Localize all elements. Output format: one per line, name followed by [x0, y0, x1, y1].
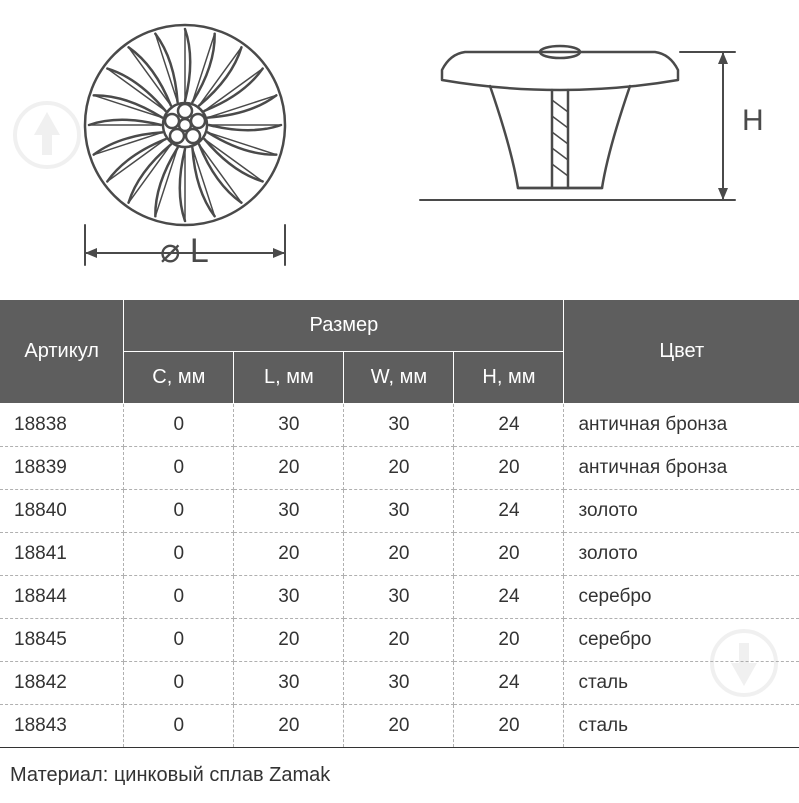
col-color: Цвет	[564, 300, 799, 404]
cell-article: 18841	[0, 533, 124, 576]
table-row: 188420303024сталь	[0, 662, 799, 705]
cell-h: 24	[454, 662, 564, 705]
cell-article: 18842	[0, 662, 124, 705]
table-row: 188390202020античная бронза	[0, 447, 799, 490]
cell-article: 18839	[0, 447, 124, 490]
col-h: H, мм	[454, 352, 564, 404]
cell-color: серебро	[564, 576, 799, 619]
col-w: W, мм	[344, 352, 454, 404]
col-size-group: Размер	[124, 300, 564, 352]
cell-w: 20	[344, 619, 454, 662]
cell-w: 20	[344, 447, 454, 490]
cell-w: 30	[344, 576, 454, 619]
cell-color: золото	[564, 490, 799, 533]
table-row: 188410202020золото	[0, 533, 799, 576]
col-l: L, мм	[234, 352, 344, 404]
cell-color: античная бронза	[564, 447, 799, 490]
cell-c: 0	[124, 705, 234, 748]
cell-l: 30	[234, 576, 344, 619]
svg-text:⌀ L: ⌀ L	[160, 232, 209, 270]
col-c: C, мм	[124, 352, 234, 404]
technical-drawing: ⌀ L	[0, 0, 799, 300]
cell-h: 20	[454, 705, 564, 748]
cell-c: 0	[124, 619, 234, 662]
cell-l: 30	[234, 490, 344, 533]
cell-w: 20	[344, 533, 454, 576]
cell-h: 24	[454, 576, 564, 619]
cell-h: 20	[454, 447, 564, 490]
table-body: 188380303024античная бронза188390202020а…	[0, 404, 799, 748]
cell-w: 20	[344, 705, 454, 748]
cell-l: 30	[234, 404, 344, 447]
table-row: 188400303024золото	[0, 490, 799, 533]
table-header: Артикул Размер Цвет C, мм L, мм W, мм H,…	[0, 300, 799, 404]
cell-color: сталь	[564, 662, 799, 705]
table-row: 188450202020серебро	[0, 619, 799, 662]
cell-color: серебро	[564, 619, 799, 662]
cell-l: 20	[234, 619, 344, 662]
table-row: 188440303024серебро	[0, 576, 799, 619]
cell-w: 30	[344, 662, 454, 705]
spec-table: Артикул Размер Цвет C, мм L, мм W, мм H,…	[0, 300, 799, 748]
col-article: Артикул	[0, 300, 124, 404]
cell-h: 24	[454, 490, 564, 533]
cell-color: золото	[564, 533, 799, 576]
cell-h: 20	[454, 533, 564, 576]
cell-article: 18843	[0, 705, 124, 748]
cell-article: 18840	[0, 490, 124, 533]
cell-c: 0	[124, 662, 234, 705]
cell-c: 0	[124, 404, 234, 447]
cell-c: 0	[124, 447, 234, 490]
cell-c: 0	[124, 533, 234, 576]
svg-text:H: H	[742, 104, 764, 137]
cell-h: 24	[454, 404, 564, 447]
cell-l: 20	[234, 705, 344, 748]
table-row: 188430202020сталь	[0, 705, 799, 748]
cell-l: 30	[234, 662, 344, 705]
cell-l: 20	[234, 447, 344, 490]
cell-color: античная бронза	[564, 404, 799, 447]
cell-l: 20	[234, 533, 344, 576]
cell-article: 18838	[0, 404, 124, 447]
cell-article: 18845	[0, 619, 124, 662]
table-row: 188380303024античная бронза	[0, 404, 799, 447]
cell-c: 0	[124, 576, 234, 619]
cell-color: сталь	[564, 705, 799, 748]
cell-w: 30	[344, 404, 454, 447]
cell-h: 20	[454, 619, 564, 662]
material-note: Материал: цинковый сплав Zamak	[0, 748, 799, 803]
cell-article: 18844	[0, 576, 124, 619]
cell-c: 0	[124, 490, 234, 533]
cell-w: 30	[344, 490, 454, 533]
